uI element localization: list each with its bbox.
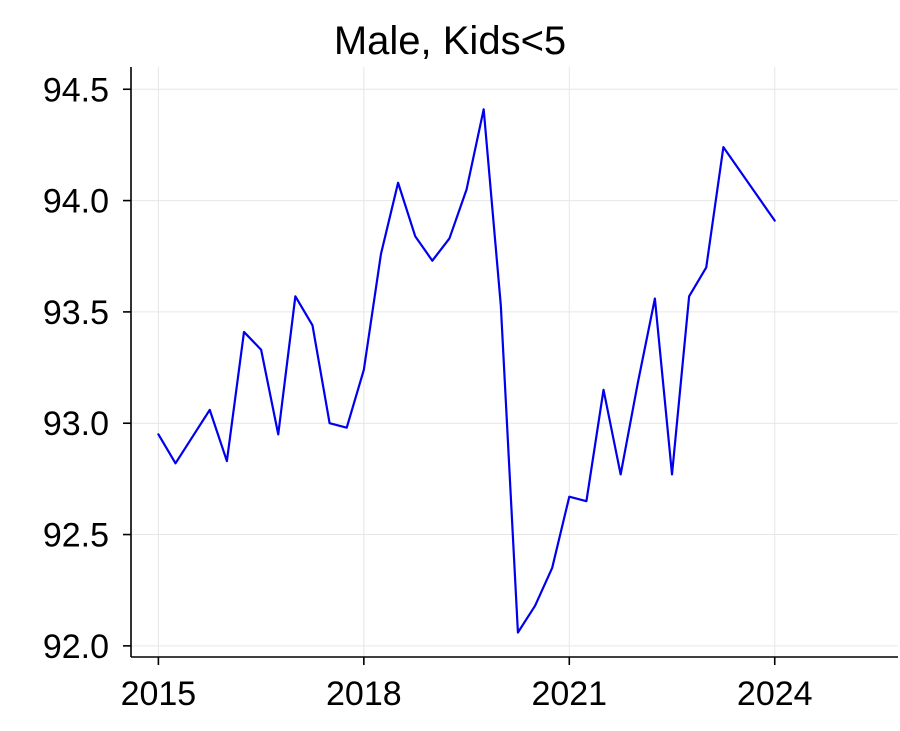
series: [157, 108, 776, 634]
x-tick-label: 2018: [326, 675, 402, 713]
ticks: 92.0 92.5 93.0 93.5 94.0 94.5 2015 2018 2021 2024: [43, 71, 813, 713]
x-tick-label: 2024: [737, 675, 813, 713]
x-tick-label: 2021: [531, 675, 607, 713]
y-tick-label: 94.5: [43, 71, 109, 109]
series-line: [157, 108, 776, 634]
y-tick-label: 92.0: [43, 628, 109, 666]
y-tick-label: 94.0: [43, 183, 109, 221]
x-tick-label: 2015: [121, 675, 197, 713]
chart-title: Male, Kids<5: [334, 19, 566, 63]
axes: [130, 67, 898, 658]
grid: [131, 67, 898, 657]
y-tick-label: 92.5: [43, 517, 109, 555]
y-tick-label: 93.0: [43, 405, 109, 443]
y-tick-label: 93.5: [43, 294, 109, 332]
